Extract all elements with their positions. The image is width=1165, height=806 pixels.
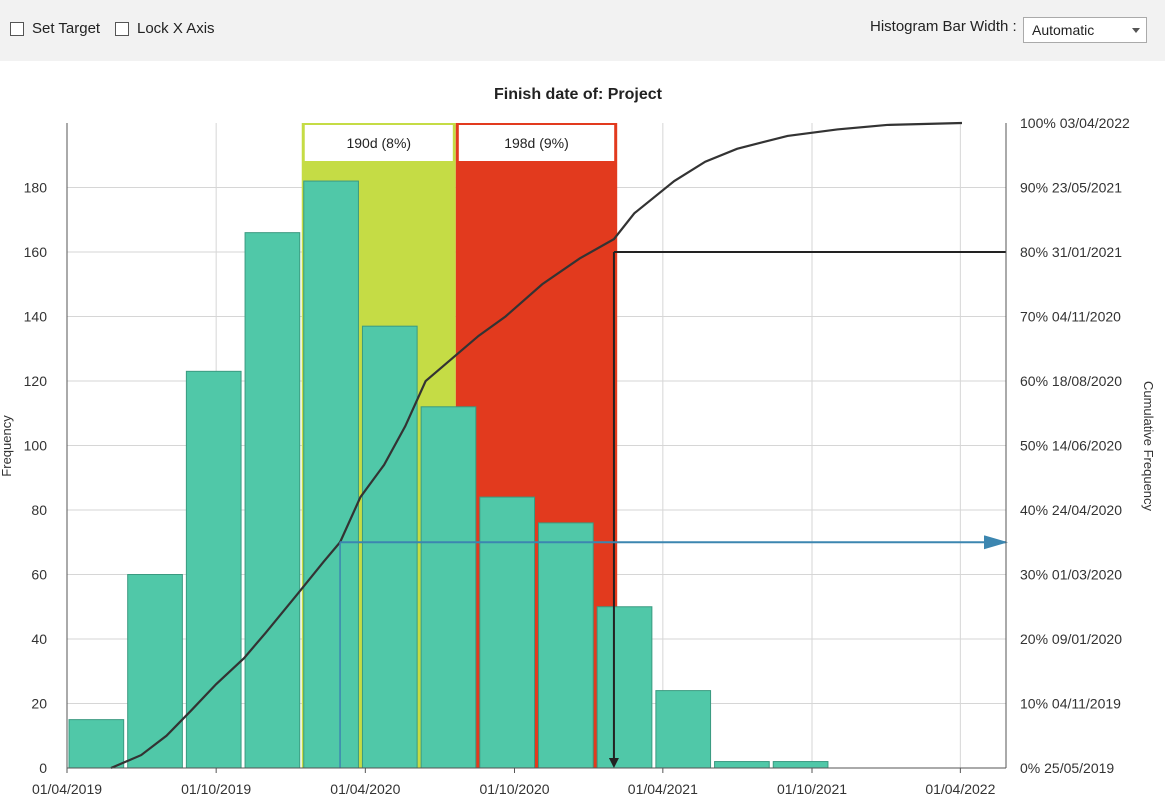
cumulative-line <box>110 121 963 770</box>
histogram-bar <box>361 325 418 769</box>
histogram-bar <box>655 690 712 769</box>
histogram-bar <box>420 406 477 769</box>
chevron-down-icon[interactable] <box>1132 28 1140 33</box>
x-tick-label: 01/04/2021 <box>628 781 698 797</box>
y2-tick-label: 10% 04/11/2019 <box>1020 696 1121 712</box>
lock-x-axis-label: Lock X Axis <box>137 20 215 37</box>
y2-tick-label: 50% 14/06/2020 <box>1020 438 1122 454</box>
x-tick-label: 01/10/2021 <box>777 781 847 797</box>
highlight-label: 198d (9%) <box>504 135 569 151</box>
histogram-bar <box>127 574 183 769</box>
histogram-bar <box>596 606 653 769</box>
histogram-bar <box>303 180 359 769</box>
histogram-bar <box>185 370 242 769</box>
y-tick-label: 160 <box>24 244 48 260</box>
y2-tick-label: 80% 31/01/2021 <box>1020 244 1122 260</box>
bar-width-label: Histogram Bar Width : <box>870 18 1017 35</box>
y-tick-label: 180 <box>24 180 48 196</box>
y-tick-label: 60 <box>31 567 47 583</box>
y2-tick-label: 90% 23/05/2021 <box>1020 180 1122 196</box>
y2-tick-label: 0% 25/05/2019 <box>1020 760 1114 776</box>
highlight-label: 190d (8%) <box>346 135 411 151</box>
histogram-bar <box>714 761 770 769</box>
y-tick-label: 80 <box>31 502 47 518</box>
lock-x-axis-checkbox[interactable]: Lock X Axis <box>115 20 215 37</box>
highlight-label-box <box>456 123 617 163</box>
highlight-label-box <box>302 123 455 163</box>
y2-tick-label: 100% 03/04/2022 <box>1020 115 1130 131</box>
set-target-label: Set Target <box>32 20 101 37</box>
y2-tick-label: 20% 09/01/2020 <box>1020 631 1122 647</box>
y-tick-label: 20 <box>31 696 47 712</box>
y-tick-label: 140 <box>24 309 48 325</box>
y2-tick-label: 70% 04/11/2020 <box>1020 309 1121 325</box>
histogram-bar <box>538 522 594 769</box>
histogram-bar <box>479 496 535 769</box>
x-tick-label: 01/04/2020 <box>330 781 400 797</box>
y2-tick-label: 30% 01/03/2020 <box>1020 567 1122 583</box>
histogram-bar <box>772 761 829 769</box>
checkbox-box[interactable] <box>115 21 129 36</box>
x-tick-label: 01/10/2019 <box>181 781 251 797</box>
x-tick-label: 01/04/2022 <box>925 781 995 797</box>
x-tick-label: 01/10/2020 <box>479 781 549 797</box>
y2-tick-label: 40% 24/04/2020 <box>1020 502 1122 518</box>
checkbox-box[interactable] <box>10 21 24 36</box>
y-tick-label: 120 <box>24 373 48 389</box>
y2-tick-label: 60% 18/08/2020 <box>1020 373 1122 389</box>
y-tick-label: 100 <box>24 438 48 454</box>
set-target-checkbox[interactable]: Set Target <box>10 20 100 37</box>
y-tick-label: 40 <box>31 631 47 647</box>
y-axis-title: Frequency <box>0 415 14 477</box>
bar-width-select[interactable]: Automatic <box>1023 17 1147 43</box>
y-tick-label: 0 <box>39 760 47 776</box>
x-tick-label: 01/04/2019 <box>32 781 102 797</box>
y2-axis-title: Cumulative Frequency <box>1141 381 1156 512</box>
toolbar: Set Target Lock X Axis Histogram Bar Wid… <box>0 0 1165 61</box>
chart-title: Finish date of: Project <box>494 86 663 103</box>
histogram-bar <box>68 719 125 769</box>
bar-width-value: Automatic <box>1032 22 1095 38</box>
histogram-bar <box>244 232 301 769</box>
